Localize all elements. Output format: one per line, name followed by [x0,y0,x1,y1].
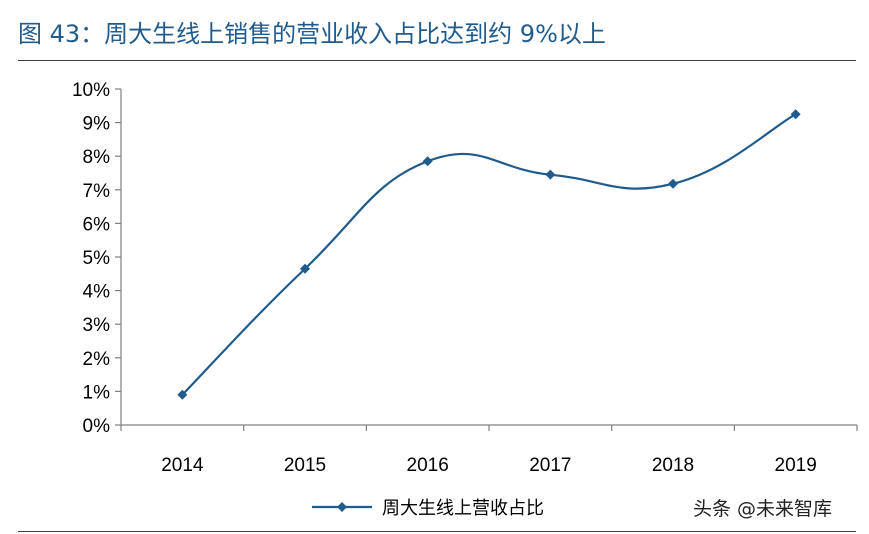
title-divider [18,60,856,61]
data-point-marker [668,178,678,189]
x-tick-label: 2018 [652,455,694,476]
y-tick-label: 10% [72,80,110,101]
legend-label: 周大生线上营收占比 [382,498,544,519]
x-tick-label: 2017 [529,455,571,476]
data-point-marker [422,156,433,167]
x-tick-label: 2016 [407,455,449,476]
y-tick-label: 1% [83,382,111,403]
y-tick-label: 8% [83,147,111,168]
series-line [181,113,797,396]
x-tick-label: 2019 [775,455,817,476]
watermark: 头条 @未来智库 [693,498,833,520]
y-tick-label: 7% [83,181,111,202]
y-axis: 0% 1% 2% 3% 4% 5% 6% 7% 8% 9% 10% [72,80,122,437]
x-tick-label: 2015 [284,455,326,476]
legend-marker-swatch [337,502,347,512]
data-point-marker [177,389,188,400]
bottom-divider [18,531,856,532]
data-point-marker [300,263,310,274]
figure-title: 图 43：周大生线上销售的营业收入占比达到约 9%以上 [18,20,606,48]
y-tick-label: 4% [83,282,111,303]
y-tick-label: 2% [83,349,111,370]
y-tick-label: 3% [83,315,111,336]
data-point-marker [790,109,801,120]
data-point-marker [545,169,556,180]
y-tick-label: 6% [83,214,111,235]
y-tick-label: 9% [83,114,111,135]
legend: 周大生线上营收占比 [312,498,544,519]
x-axis: 2014 2015 2016 2017 2018 2019 [120,424,858,476]
y-tick-label: 5% [83,248,111,269]
y-tick-label: 0% [83,416,111,437]
series-layer [177,109,801,400]
x-tick-label: 2014 [161,455,204,476]
